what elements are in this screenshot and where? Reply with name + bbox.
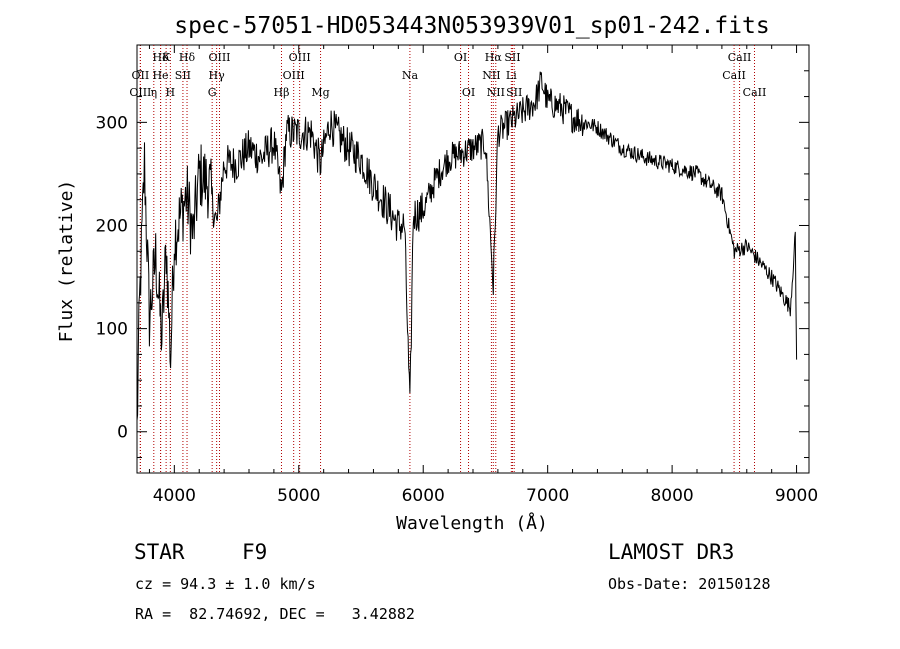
line-label: Hα [485, 51, 503, 64]
line-label: G [208, 86, 217, 99]
y-tick-label: 300 [96, 113, 128, 133]
line-markers [139, 45, 755, 473]
line-label: K [162, 51, 171, 64]
line-label: η [151, 86, 158, 99]
line-label: Hδ [179, 51, 196, 64]
obs-date: Obs-Date: 20150128 [608, 575, 771, 593]
line-label: Hγ [209, 69, 226, 82]
line-label: He [152, 69, 168, 82]
line-label: OI [462, 86, 475, 99]
y-tick-label: 0 [117, 423, 128, 443]
x-tick-label: 7000 [526, 486, 569, 506]
line-label: OIII [289, 51, 311, 64]
x-tick-label: 5000 [277, 486, 320, 506]
x-tick-label: 8000 [650, 486, 693, 506]
chart-title: spec-57051-HD053443N053939V01_sp01-242.f… [174, 13, 769, 39]
survey-name: LAMOST DR3 [608, 540, 735, 564]
line-label: Mg [311, 86, 329, 99]
line-label: Hβ [274, 86, 290, 99]
redshift-value: cz = 94.3 ± 1.0 km/s [135, 575, 316, 593]
spectrum-line [136, 71, 798, 421]
line-label: CaII [743, 86, 767, 99]
line-label: SII [506, 86, 522, 99]
line-label: CaII [728, 51, 752, 64]
line-label: OIII [129, 86, 151, 99]
line-label: OII [132, 69, 150, 82]
y-tick-label: 100 [96, 320, 128, 340]
subclass: F9 [242, 540, 268, 564]
line-label: OI [454, 51, 467, 64]
x-axis: 4000 5000 6000 7000 8000 9000 [148, 45, 818, 506]
y-tick-label: 200 [96, 216, 128, 236]
y-axis-label: Flux (relative) [56, 180, 77, 343]
line-label: OIII [208, 51, 230, 64]
object-class: STAR [134, 540, 185, 564]
line-label: H [166, 86, 176, 99]
coordinates: RA = 82.74692, DEC = 3.42882 [135, 605, 415, 623]
plot-frame [136, 44, 810, 474]
line-label: Li [506, 69, 517, 82]
x-tick-label: 9000 [775, 486, 818, 506]
line-label: NII [482, 69, 500, 82]
line-label: CaII [722, 69, 746, 82]
line-label: OIII [283, 69, 305, 82]
line-label: Na [402, 69, 419, 82]
x-tick-label: 4000 [153, 486, 196, 506]
y-axis: 0 100 200 300 [96, 44, 809, 459]
line-label: SII [175, 69, 191, 82]
line-label: NII [487, 86, 505, 99]
line-label: SII [504, 51, 520, 64]
x-axis-label: Wavelength (Å) [396, 512, 548, 534]
line-label: Hδ [153, 51, 170, 64]
x-tick-label: 6000 [402, 486, 445, 506]
